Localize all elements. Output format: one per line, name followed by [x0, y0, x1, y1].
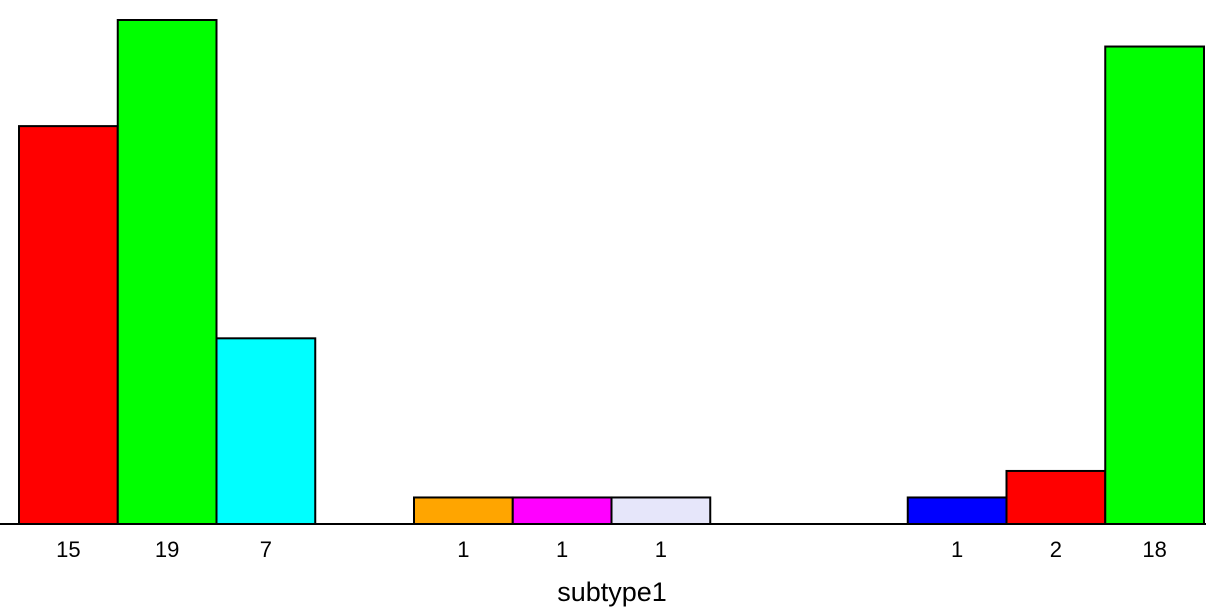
- bar-value-label: 1: [457, 537, 469, 562]
- bar: [116, 19, 218, 525]
- bar-value-label: 19: [155, 537, 179, 562]
- bar-value-label: 2: [1050, 537, 1062, 562]
- bar: [215, 337, 317, 525]
- bar-value-label: 7: [260, 537, 272, 562]
- x-axis-title: subtype1: [557, 577, 667, 607]
- bar: [18, 125, 119, 526]
- bar-value-label: 15: [56, 537, 80, 562]
- bar-value-label: 1: [556, 537, 568, 562]
- bar: [1104, 45, 1205, 525]
- bar: [906, 496, 1008, 526]
- bar: [511, 496, 613, 526]
- bar: [1005, 469, 1107, 526]
- bars-layer: [18, 19, 1205, 526]
- tick-labels-layer: 15 19 7 1 1 1 1 2 18: [56, 537, 1167, 562]
- bar-value-label: 1: [951, 537, 963, 562]
- bar: [413, 496, 514, 526]
- bar-value-label: 18: [1142, 537, 1166, 562]
- bar: [610, 496, 712, 526]
- bar-value-label: 1: [655, 537, 667, 562]
